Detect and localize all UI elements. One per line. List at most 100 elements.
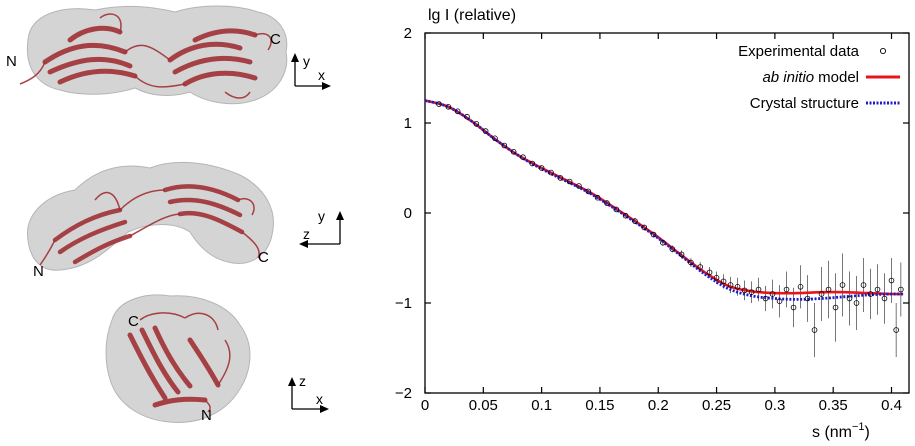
experimental-point [557, 175, 564, 181]
experimental-point [538, 165, 545, 171]
experimental-point [853, 300, 860, 306]
experimental-point [594, 194, 601, 201]
experimental-errorbars [559, 177, 902, 357]
experimental-point [566, 178, 573, 185]
series-lines [424, 99, 904, 301]
structure-top [19, 5, 288, 105]
experimental-point [501, 142, 508, 149]
experimental-point [839, 282, 846, 288]
experimental-point [454, 108, 461, 115]
experimental-point [790, 304, 797, 311]
experimental-point [769, 291, 776, 297]
experimental-point [548, 169, 554, 176]
experimental-point [510, 149, 517, 155]
axes-middle-horizontal-label: z [303, 226, 310, 242]
structure-top-ribbon [42, 25, 258, 87]
experimental-point [762, 295, 769, 302]
structure-middle [27, 161, 274, 271]
legend-label-ab-initio-italic: ab initio [762, 69, 814, 86]
experimental-point [632, 218, 638, 224]
x-tick-label: 0 [421, 397, 429, 414]
experimental-point [734, 283, 741, 290]
experimental-point [660, 239, 666, 246]
experimental-point [604, 200, 610, 206]
experimental-point [893, 327, 899, 333]
experimental-point [464, 113, 470, 120]
structure-bottom-n-label: N [201, 407, 212, 424]
x-axis-label-sup: −1 [852, 421, 865, 433]
y-tick-label: −1 [395, 295, 412, 312]
experimental-point [720, 278, 727, 285]
experimental-point [688, 259, 694, 266]
x-tick-label: 0.2 [648, 397, 669, 414]
structure-panel: N C N C C N y x y z z x [6, 5, 344, 424]
experimental-point [825, 286, 832, 293]
legend-label-crystal: Crystal structure [750, 95, 859, 112]
structure-top-loops [19, 13, 272, 99]
experimental-point [888, 277, 895, 284]
y-tick-label: 1 [404, 115, 412, 132]
legend-label-ab-initio: ab initio model [762, 69, 859, 86]
structure-top-c-label: C [270, 31, 281, 48]
experimental-point [445, 104, 452, 110]
y-tick-labels: −2 −1 0 1 2 [395, 25, 412, 402]
structure-middle-ribbon [52, 184, 245, 265]
experimental-point [482, 128, 489, 134]
axes-indicator-middle [299, 211, 344, 248]
experimental-point [713, 274, 720, 281]
experimental-point [804, 295, 811, 302]
experimental-points [436, 101, 904, 333]
experimental-point [622, 212, 629, 219]
experimental-point [776, 298, 783, 305]
structure-bottom-surface [105, 294, 251, 423]
experimental-point [797, 283, 804, 290]
experimental-point [436, 101, 442, 107]
axes-bottom-horizontal-label: x [316, 391, 323, 407]
legend-label-ab-initio-rest: model [818, 69, 859, 86]
x-tick-label: 0.3 [764, 397, 785, 414]
axes-bottom-vertical-label: z [299, 373, 306, 389]
structure-middle-c-label: C [258, 249, 269, 266]
axes-indicator-top [291, 53, 331, 90]
x-tick-label: 0.1 [531, 397, 552, 414]
experimental-point [613, 206, 620, 213]
experimental-point [520, 154, 526, 161]
experimental-point [783, 286, 790, 293]
experimental-point [678, 251, 685, 258]
structure-middle-surface [27, 161, 274, 271]
legend: Experimental data ab initio model Crystal… [738, 43, 900, 112]
x-tick-label: 0.35 [819, 397, 848, 414]
structure-bottom [105, 294, 251, 423]
structure-bottom-ribbon [127, 325, 221, 408]
experimental-point [741, 287, 748, 294]
experimental-point [748, 289, 755, 296]
structure-bottom-c-label: C [128, 313, 139, 330]
x-tick-labels: 0 0.05 0.1 0.15 0.2 0.25 0.3 0.35 0.4 [421, 397, 902, 414]
axes-middle-vertical-label: y [318, 208, 325, 224]
experimental-point [867, 291, 874, 297]
experimental-point [576, 183, 582, 189]
y-tick-label: 0 [404, 205, 412, 222]
y-tick-label: 2 [404, 25, 412, 42]
axes-top-vertical-label: y [303, 53, 310, 69]
experimental-point [874, 286, 881, 293]
experimental-point [860, 282, 867, 288]
legend-label-experimental: Experimental data [738, 43, 860, 60]
experimental-point [473, 121, 480, 127]
structure-middle-loops [39, 189, 260, 266]
experimental-point [585, 188, 592, 195]
ab-initio-curve [424, 99, 904, 296]
legend-marker-experimental [879, 47, 887, 55]
crystal-curve [424, 99, 904, 301]
structure-top-surface [26, 5, 288, 105]
structure-middle-n-label: N [33, 263, 44, 280]
structure-bottom-loops [139, 312, 231, 413]
experimental-point [811, 327, 818, 333]
axes-indicator-bottom [288, 377, 329, 413]
experimental-point [706, 269, 713, 276]
x-tick-label: 0.15 [585, 397, 614, 414]
experimental-point [492, 135, 498, 142]
structure-top-n-label: N [6, 53, 17, 70]
x-tick-label: 0.05 [469, 397, 498, 414]
